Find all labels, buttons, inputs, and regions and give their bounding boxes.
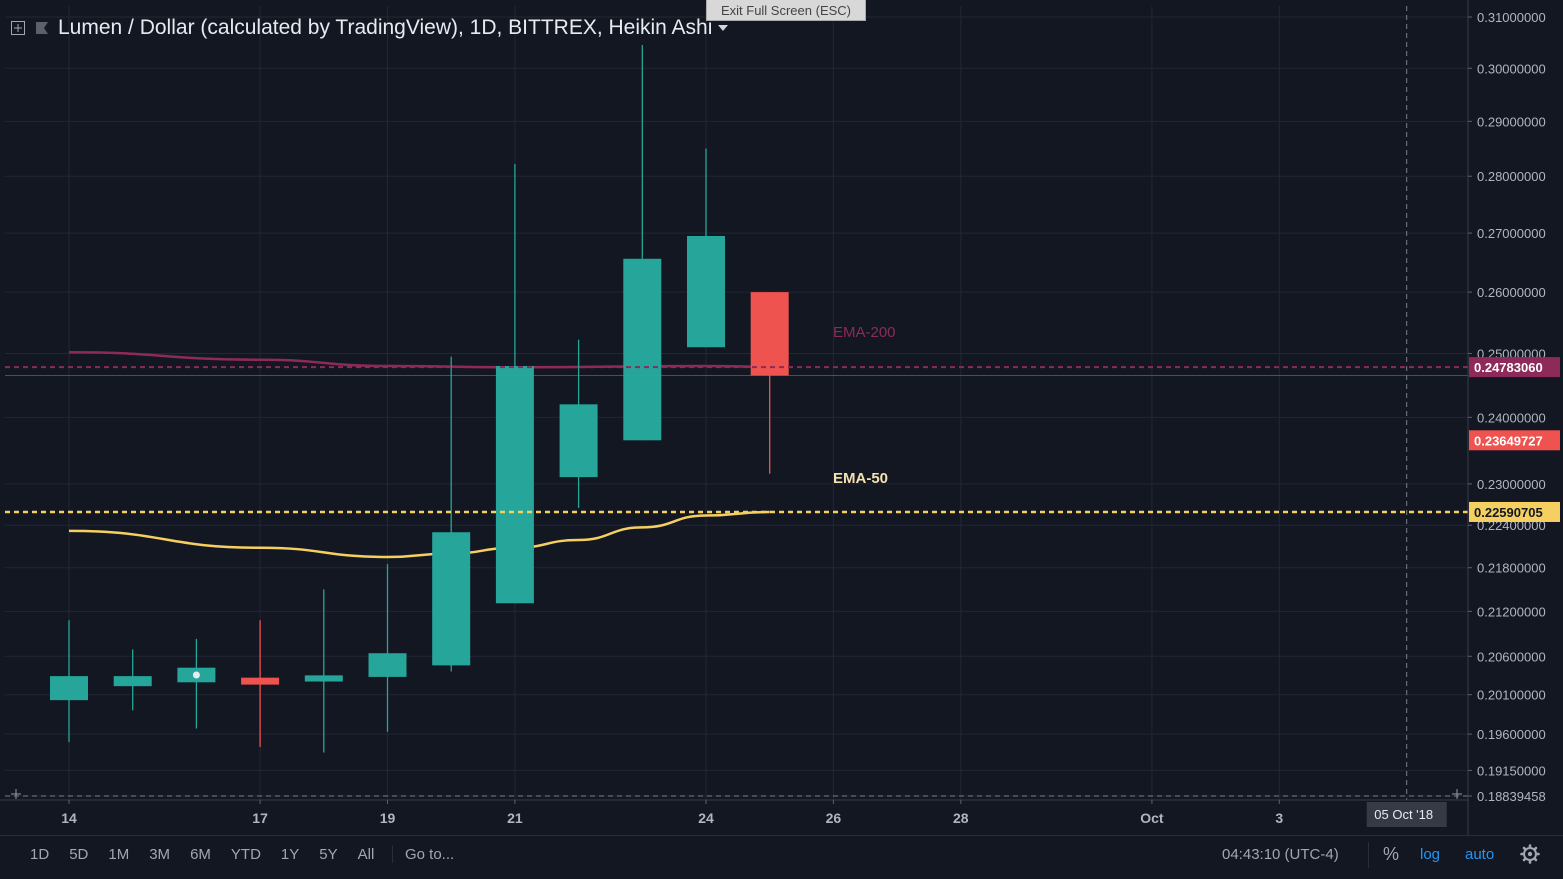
flag-icon[interactable] [34,20,50,36]
time-axis[interactable]: 14 17 19 21 24 26 28 Oct 3 05 Oct '18 [0,799,1468,827]
percent-toggle[interactable]: % [1383,844,1400,864]
range-button-1d[interactable]: 1D [30,846,50,863]
range-button-1y[interactable]: 1Y [280,846,300,863]
candle[interactable] [241,620,280,747]
y-tick-label: 0.18839458 [1477,789,1546,804]
ema-50-label: EMA-50 [833,470,888,487]
x-tick-label: 28 [953,810,969,826]
y-tick-label: 0.31000000 [1477,10,1546,25]
x-tick-label: 21 [507,810,523,826]
x-tick-label: 19 [380,810,396,826]
candle[interactable] [432,356,471,672]
y-tick-label: 0.29000000 [1477,114,1546,129]
candle-body [241,677,280,685]
y-tick-label: 0.20100000 [1477,688,1546,703]
ema-200-label: EMA-200 [833,324,896,341]
range-button-ytd[interactable]: YTD [230,846,261,863]
y-tick-label: 0.20600000 [1477,649,1546,664]
ema-lines [68,350,770,559]
range-button-all[interactable]: All [357,846,375,863]
candle-body [559,404,598,478]
ema-50-price-tag: 0.22590705 [1474,505,1543,520]
ema-200-price-tag: 0.24783060 [1474,360,1543,375]
exit-fullscreen-button[interactable]: Exit Full Screen (ESC) [706,0,866,21]
range-button-5d[interactable]: 5D [69,846,89,863]
candle[interactable] [623,45,662,441]
range-selector: 1D 5D 1M 3M 6M YTD 1Y 5Y All [20,846,384,863]
candle-body [750,292,789,376]
ema-50-line [68,510,770,559]
event-marker[interactable] [192,671,200,679]
range-button-3m[interactable]: 3M [149,846,171,863]
candle[interactable] [750,292,789,474]
divider [1368,842,1369,868]
candle-body [623,258,662,441]
range-button-6m[interactable]: 6M [190,846,211,863]
ema-200-price-tag-bg [1469,357,1560,378]
y-tick-label: 0.22400000 [1477,518,1546,533]
candle[interactable] [687,148,725,348]
y-tick-label: 0.24000000 [1477,410,1546,425]
y-tick-label: 0.27000000 [1477,226,1546,241]
log-toggle[interactable]: log [1420,846,1441,863]
candle[interactable] [368,564,407,732]
candle[interactable] [50,620,88,743]
x-tick-label: 26 [826,810,842,826]
plus-icon[interactable] [11,789,21,799]
crosshair-date-label: 05 Oct '18 [1374,807,1433,822]
candle[interactable] [559,339,598,508]
candle-body [50,676,88,701]
candle-body [495,366,534,604]
range-button-1m[interactable]: 1M [108,846,130,863]
x-tick-label: 3 [1275,810,1283,826]
candle-body [687,235,725,348]
candle-body [304,675,343,682]
ema-200-line [68,350,770,369]
x-tick-label: 17 [252,810,268,826]
clock-readout: 04:43:10 (UTC-4) [1222,846,1339,863]
last-price-tag: 0.23649727 [1474,433,1543,448]
bottom-toolbar: 1D 5D 1M 3M 6M YTD 1Y 5Y All Go to... 04:43:10 (… [0,835,1563,879]
chevron-down-icon[interactable] [718,25,729,31]
y-tick-label: 0.28000000 [1477,169,1546,184]
last-price-tag-bg [1469,430,1560,451]
ema-50-price-tag-bg [1469,501,1560,522]
y-tick-label: 0.23000000 [1477,477,1546,492]
goto-button[interactable]: Go to... [392,846,454,863]
chart-title: Lumen / Dollar (calculated by TradingVie… [58,16,713,39]
y-tick-label: 0.21200000 [1477,604,1546,619]
candle[interactable] [113,649,152,711]
x-tick-label: 24 [698,810,714,826]
y-tick-label: 0.30000000 [1477,61,1546,76]
candle-body [113,676,152,687]
auto-toggle[interactable]: auto [1465,846,1495,863]
expand-icon[interactable] [10,20,26,36]
y-tick-label: 0.19150000 [1477,763,1546,778]
y-tick-label: 0.19600000 [1477,727,1546,742]
candles [50,45,789,753]
x-tick-label: 14 [61,810,77,826]
candle[interactable] [495,163,534,604]
price-axis[interactable]: 0.31000000 0.30000000 0.29000000 0.28000000… [1467,0,1560,835]
y-tick-label: 0.26000000 [1477,285,1546,300]
chart-header: Lumen / Dollar (calculated by TradingVie… [10,16,729,40]
range-button-5y[interactable]: 5Y [319,846,338,863]
y-tick-label: 0.21800000 [1477,561,1546,576]
chart-grid [5,6,1468,800]
overlays: EMA-200 EMA-50 [5,6,1468,800]
candle-body [432,532,471,666]
candle[interactable] [304,589,343,753]
plus-icon[interactable] [1452,789,1462,799]
x-tick-label: Oct [1140,810,1164,826]
crosshair-date-bg [1366,802,1447,827]
gear-icon[interactable] [1520,844,1540,864]
candle-body [368,653,407,677]
